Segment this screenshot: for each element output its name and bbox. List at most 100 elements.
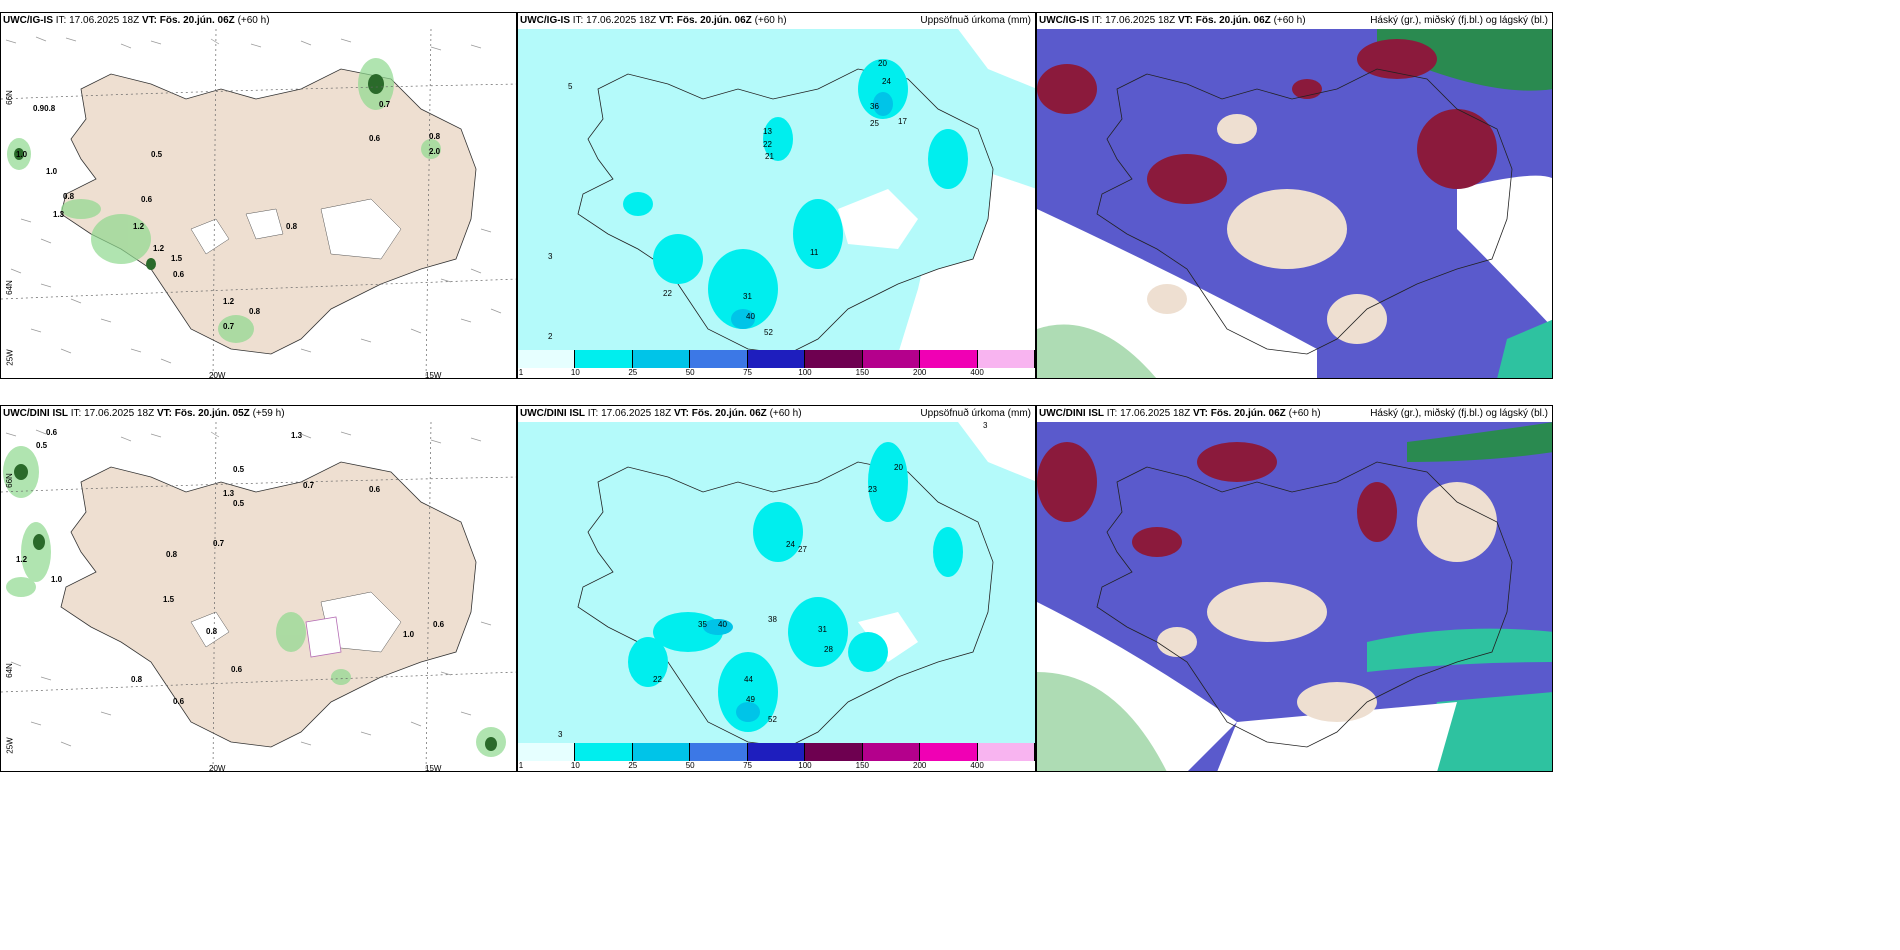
precip-value: 27 [798,545,807,554]
panel-clouds-igis: UWC/IG-IS IT: 17.06.2025 18Z VT: Fös. 20… [1036,12,1553,379]
precip-value: 40 [718,620,727,629]
precip-value: 21 [765,152,774,161]
legend-tick: 25 [628,368,638,377]
precip-value: 0.7 [223,322,235,331]
legend-swatch [575,743,633,761]
legend-tick: 200 [913,368,927,377]
panel-unit-label: Uppsöfnuð úrkoma (mm) [920,408,1031,419]
panel-accumulated-precip-dini: UWC/DINI ISL IT: 17.06.2025 18Z VT: Fös.… [517,405,1036,772]
legend-swatch [632,350,691,368]
legend-tick: 100 [798,761,812,770]
precip-value: 25 [870,119,879,128]
legend-tick: 100 [798,368,812,377]
precip-value: 38 [768,615,777,624]
legend-tick: 75 [743,761,752,770]
precip-value: 36 [870,102,879,111]
legend-swatch [862,743,921,761]
precip-value: 0.5 [233,499,245,508]
cloud-map [1037,422,1552,771]
precip-value: 52 [764,328,773,337]
precip-value: 2.0 [429,147,441,156]
precip-value: 28 [824,645,833,654]
precip-value: 0.7 [213,539,225,548]
precip-map: 20 23 24 27 31 28 40 35 38 44 49 52 22 3… [518,422,1035,747]
panel-legend-label: Háský (gr.), miðský (fj.bl.) og lágský (… [1370,15,1548,26]
legend-swatch [632,743,691,761]
legend-tick: 50 [685,368,695,377]
legend-swatch [747,350,806,368]
precip-value: 0.8 [131,675,143,684]
panel-wind-precip-igis: UWC/IG-IS IT: 17.06.2025 18Z VT: Fös. 20… [0,12,517,379]
precip-value: 49 [746,695,755,704]
precip-value: 0.90.8 [33,104,56,113]
lon-label: 15W [425,764,442,772]
legend-swatch [690,350,748,368]
legend-swatch [977,350,1035,368]
precip-value: 1.3 [223,489,235,498]
precip-value: 1.0 [51,575,63,584]
precip-value: 35 [698,620,707,629]
precip-legend: 1 10 25 50 75 100 150 200 400 [518,741,1035,771]
precip-value: 20 [878,59,887,68]
precip-value: 31 [818,625,827,634]
panel-title: UWC/DINI ISL IT: 17.06.2025 18Z VT: Fös.… [1039,408,1321,419]
precip-value: 1.5 [171,254,183,263]
legend-swatch [575,350,633,368]
legend-tick: 150 [855,368,869,377]
legend-tick: 200 [913,761,927,770]
legend-swatch [862,350,921,368]
precip-value: 1.3 [291,431,303,440]
legend-tick: 10 [570,368,580,377]
precip-value: 0.8 [63,192,75,201]
lat-label: 25W [5,737,15,754]
precip-value: 0.7 [303,481,315,490]
precip-value: 3 [983,422,988,430]
panel-wind-precip-dini: UWC/DINI ISL IT: 17.06.2025 18Z VT: Fös.… [0,405,517,772]
precip-value: 0.7 [379,100,391,109]
precip-value: 0.6 [173,697,185,706]
legend-tick: 1 [518,368,524,377]
lat-label: 64N [4,663,14,678]
lon-label: 20W [209,371,226,379]
legend-swatch [518,743,576,761]
panel-title: UWC/IG-IS IT: 17.06.2025 18Z VT: Fös. 20… [1039,15,1306,26]
legend-tick: 50 [685,761,695,770]
legend-tick: 1 [518,761,524,770]
legend-swatch [805,743,863,761]
panel-title: UWC/IG-IS IT: 17.06.2025 18Z VT: Fös. 20… [520,15,787,26]
precip-value: 24 [786,540,795,549]
precip-value: 1.2 [133,222,145,231]
lat-label: 64N [4,280,14,295]
iceland-land [60,461,477,748]
precip-value: 0.6 [369,134,381,143]
panel-title: UWC/DINI ISL IT: 17.06.2025 18Z VT: Fös.… [520,408,802,419]
legend-swatch [747,743,806,761]
precip-value: 13 [763,127,772,136]
precip-value: 0.5 [151,150,163,159]
legend-swatch [805,350,863,368]
precip-value: 22 [763,140,772,149]
panel-legend-label: Háský (gr.), miðský (fj.bl.) og lágský (… [1370,408,1548,419]
legend-tick: 25 [628,761,638,770]
legend-swatch [977,743,1035,761]
panel-unit-label: Uppsöfnuð úrkoma (mm) [920,15,1031,26]
precip-value: 0.8 [166,550,178,559]
precip-value: 1.0 [403,630,415,639]
panel-clouds-dini: UWC/DINI ISL IT: 17.06.2025 18Z VT: Fös.… [1036,405,1553,772]
precip-value: 0.6 [231,665,243,674]
precip-value: 31 [743,292,752,301]
wind-map: 0.6 0.5 1.3 0.5 0.7 0.6 1.3 0.5 0.7 1.5 … [1,422,516,771]
panel-title: UWC/IG-IS IT: 17.06.2025 18Z VT: Fös. 20… [3,15,270,26]
precip-map: 20 24 36 17 25 13 22 21 11 31 40 52 22 3… [518,29,1035,354]
precip-value: 0.6 [141,195,153,204]
precip-value: 5 [568,82,573,91]
precip-value: 0.6 [433,620,445,629]
precip-value: 11 [810,248,819,257]
legend-tick: 400 [970,368,984,377]
iceland-coast [1096,461,1513,748]
precip-value: 0.6 [173,270,185,279]
legend-swatch [920,743,978,761]
precip-value: 17 [898,117,907,126]
precip-value: 0.6 [369,485,381,494]
legend-tick: 400 [970,761,984,770]
